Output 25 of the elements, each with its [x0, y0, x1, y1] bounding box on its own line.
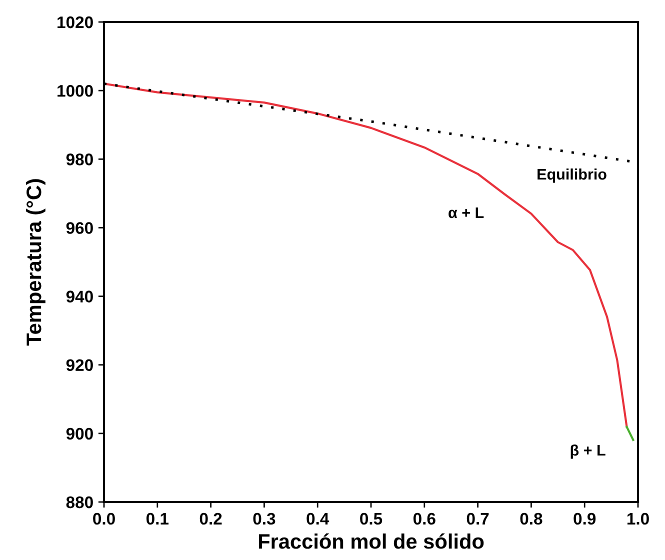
x-tick-label: 0.6 — [413, 512, 436, 525]
annotation: β + L — [570, 444, 606, 459]
annotation: α + L — [448, 207, 484, 218]
y-tick-label: 900 — [66, 428, 93, 440]
y-tick-label: 960 — [66, 222, 93, 234]
y-tick-label: 880 — [66, 496, 93, 508]
x-tick-label: 0.7 — [466, 512, 489, 525]
y-axis-title: Temperatura (°C) — [26, 179, 46, 346]
x-tick-label: 0.8 — [520, 512, 542, 525]
x-tick-label: 0.4 — [306, 512, 330, 525]
x-tick-label: 0.2 — [200, 512, 222, 525]
x-axis-title: Fracción mol de sólido — [258, 533, 484, 549]
x-tick-label: 0.3 — [253, 512, 276, 525]
y-tick-label: 980 — [66, 154, 93, 166]
x-tick-label: 0.9 — [574, 512, 596, 525]
annotation: Equilibrio — [538, 168, 606, 183]
y-tick-label: 920 — [66, 359, 93, 372]
x-tick-label: 0.1 — [146, 512, 169, 525]
x-tick-label: 0.0 — [93, 512, 115, 525]
line-series — [104, 82, 628, 428]
x-tick-label: 1.0 — [627, 512, 649, 525]
y-tick-label: 940 — [66, 290, 93, 302]
x-tick-label: 0.5 — [360, 512, 382, 525]
y-tick-label: 1020 — [58, 16, 93, 28]
y-tick-label: 1000 — [58, 84, 93, 97]
